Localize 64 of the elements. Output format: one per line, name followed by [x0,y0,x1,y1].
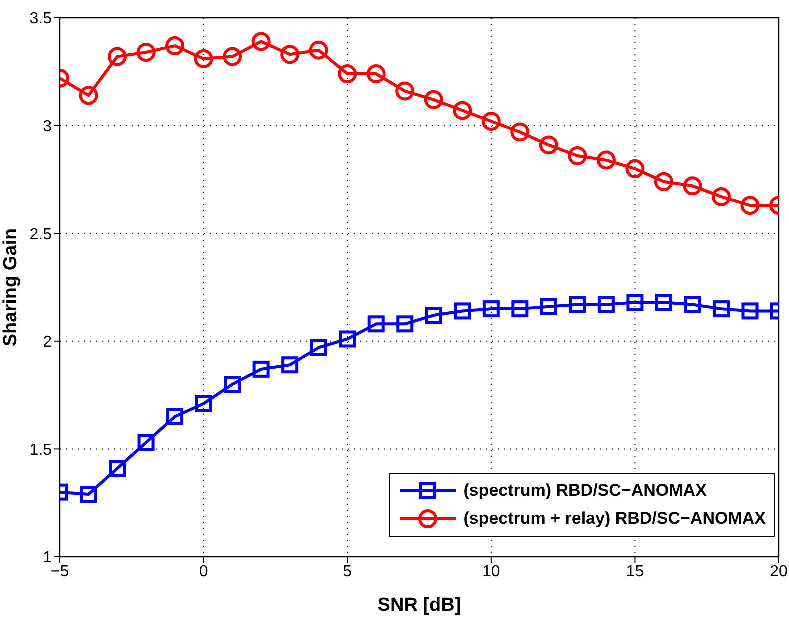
point [654,172,674,192]
point [338,64,358,84]
point [740,196,760,216]
point [596,150,616,170]
point [280,45,300,64]
point [108,47,128,66]
point [482,112,501,131]
y-tick-label: 3 [43,118,52,136]
x-tick-label: 0 [199,563,208,580]
point [626,294,644,312]
y-tick-label: 1 [43,550,52,567]
point [166,408,184,426]
point [424,90,444,110]
y-tick-label: 3.5 [30,10,52,28]
point [569,296,586,314]
point [136,42,156,62]
y-tick-label: 2.5 [30,226,52,244]
point [712,300,730,318]
point [195,395,212,412]
point [252,360,270,378]
x-tick-label: 5 [343,563,352,580]
point [425,307,442,324]
point [80,486,98,503]
y-axis-title: Sharing Gain [0,228,22,347]
point [626,159,645,178]
x-tick-label: 20 [770,563,788,580]
point [540,298,558,316]
point [742,302,759,320]
point [712,187,731,206]
point [539,136,558,155]
y-tick-label: 1.5 [30,442,52,459]
legend-label: (spectrum + relay) RBD/SC−ANOMAX [464,509,766,529]
point [366,64,386,84]
point [655,294,672,312]
point [510,122,530,142]
point [194,49,214,68]
point [568,146,588,166]
point [282,356,299,374]
point [454,302,472,320]
point [368,316,385,333]
point [339,330,356,348]
point [109,460,126,478]
point [310,339,328,356]
point [598,296,615,314]
point [453,101,472,120]
point [683,176,702,196]
point [223,47,242,66]
point [684,296,702,314]
legend-label: (spectrum) RBD/SC−ANOMAX [464,481,707,501]
point [79,86,98,106]
x-axis-title: SNR [dB] [378,595,462,616]
y-tick-label: 2 [43,334,52,352]
point [309,40,328,60]
point [396,82,415,101]
x-tick-label: −5 [50,563,70,580]
point [512,300,529,318]
point [252,32,271,52]
point [166,36,185,56]
x-tick-label: 10 [482,563,500,580]
point [224,376,242,394]
point [138,434,155,452]
point [396,316,414,333]
point [482,300,500,318]
x-tick-label: 15 [626,563,644,580]
